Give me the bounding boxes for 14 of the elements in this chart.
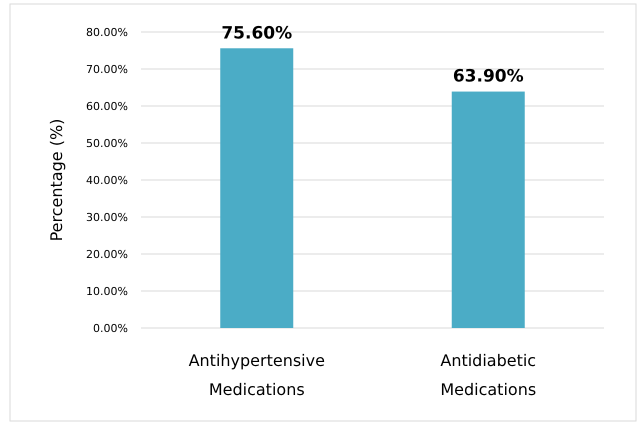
y-tick-label: 80.00% [86, 26, 128, 39]
data-label: 75.60% [221, 23, 292, 44]
data-label: 63.90% [452, 66, 524, 87]
y-tick-label: 70.00% [86, 62, 128, 76]
y-tick-label: 50.00% [86, 136, 128, 150]
y-tick-label: 20.00% [86, 248, 128, 261]
x-tick-label: Antidiabetic Medications [440, 351, 536, 399]
y-tick-label: 30.00% [86, 210, 128, 224]
y-tick-label: 60.00% [86, 100, 128, 113]
y-tick-label: 40.00% [86, 174, 128, 187]
y-tick-label: 0.00% [93, 322, 128, 335]
y-tick-label: 10.00% [86, 284, 128, 298]
y-axis-title: Percentage (%) [47, 118, 66, 242]
x-tick-label: Antihypertensive Medications [188, 351, 325, 399]
